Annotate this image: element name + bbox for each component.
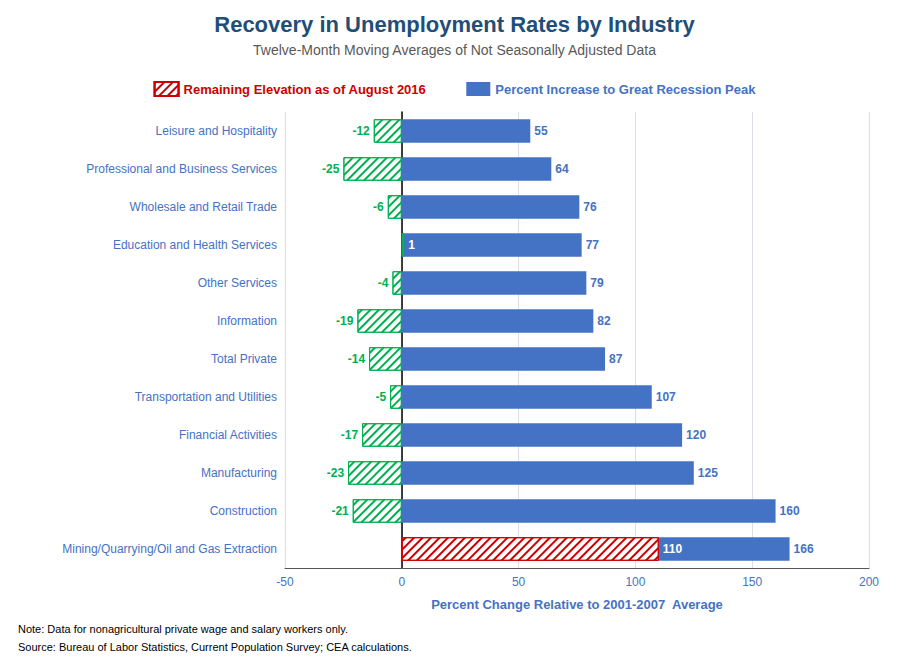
svg-text:Percent Increase to Great Rece: Percent Increase to Great Recession Peak xyxy=(495,82,756,97)
svg-text:Leisure and Hospitality: Leisure and Hospitality xyxy=(156,124,277,138)
svg-text:-25: -25 xyxy=(322,162,340,176)
svg-text:76: 76 xyxy=(583,200,597,214)
svg-text:-23: -23 xyxy=(327,466,345,480)
svg-text:Source: Bureau of Labor Statis: Source: Bureau of Labor Statistics, Curr… xyxy=(18,641,412,653)
svg-text:79: 79 xyxy=(590,276,604,290)
svg-text:64: 64 xyxy=(555,162,569,176)
svg-text:-14: -14 xyxy=(348,352,366,366)
svg-text:120: 120 xyxy=(686,428,706,442)
svg-text:110: 110 xyxy=(663,542,683,556)
svg-text:166: 166 xyxy=(794,542,814,556)
svg-text:-4: -4 xyxy=(378,276,389,290)
svg-text:Percent Change Relative to 200: Percent Change Relative to 2001-2007 Ave… xyxy=(431,597,723,612)
svg-text:-50: -50 xyxy=(276,575,294,589)
svg-text:125: 125 xyxy=(698,466,718,480)
svg-text:87: 87 xyxy=(609,352,623,366)
svg-text:Recovery in Unemployment Rates: Recovery in Unemployment Rates by Indust… xyxy=(214,12,695,37)
svg-text:100: 100 xyxy=(625,575,645,589)
svg-text:-21: -21 xyxy=(331,504,349,518)
svg-text:Remaining Elevation as of Augu: Remaining Elevation as of August 2016 xyxy=(184,82,426,97)
svg-text:-5: -5 xyxy=(375,390,386,404)
svg-text:0: 0 xyxy=(398,575,405,589)
svg-text:200: 200 xyxy=(859,575,879,589)
svg-text:Construction: Construction xyxy=(210,504,277,518)
svg-text:Wholesale and Retail Trade: Wholesale and Retail Trade xyxy=(130,200,278,214)
svg-text:Note: Data for nonagricultural: Note: Data for nonagricultural private w… xyxy=(18,623,348,635)
svg-text:-17: -17 xyxy=(341,428,359,442)
svg-text:82: 82 xyxy=(597,314,611,328)
svg-text:55: 55 xyxy=(534,124,548,138)
svg-text:150: 150 xyxy=(742,575,762,589)
svg-text:Twelve-Month Moving Averages o: Twelve-Month Moving Averages of Not Seas… xyxy=(253,42,656,58)
svg-text:-19: -19 xyxy=(336,314,354,328)
svg-text:50: 50 xyxy=(512,575,526,589)
svg-text:-12: -12 xyxy=(352,124,370,138)
svg-text:Transportation and Utilities: Transportation and Utilities xyxy=(135,390,277,404)
svg-text:Manufacturing: Manufacturing xyxy=(201,466,277,480)
svg-text:Information: Information xyxy=(217,314,277,328)
svg-text:-6: -6 xyxy=(373,200,384,214)
svg-text:Other Services: Other Services xyxy=(198,276,277,290)
svg-text:160: 160 xyxy=(780,504,800,518)
svg-text:Education and Health Services: Education and Health Services xyxy=(113,238,277,252)
svg-text:1: 1 xyxy=(408,238,415,252)
svg-text:77: 77 xyxy=(586,238,600,252)
svg-text:Financial Activities: Financial Activities xyxy=(179,428,277,442)
svg-text:Mining/Quarrying/Oil and Gas E: Mining/Quarrying/Oil and Gas Extraction xyxy=(62,542,277,556)
svg-text:Professional and Business Serv: Professional and Business Services xyxy=(86,162,277,176)
svg-text:107: 107 xyxy=(656,390,676,404)
svg-text:Total Private: Total Private xyxy=(211,352,277,366)
